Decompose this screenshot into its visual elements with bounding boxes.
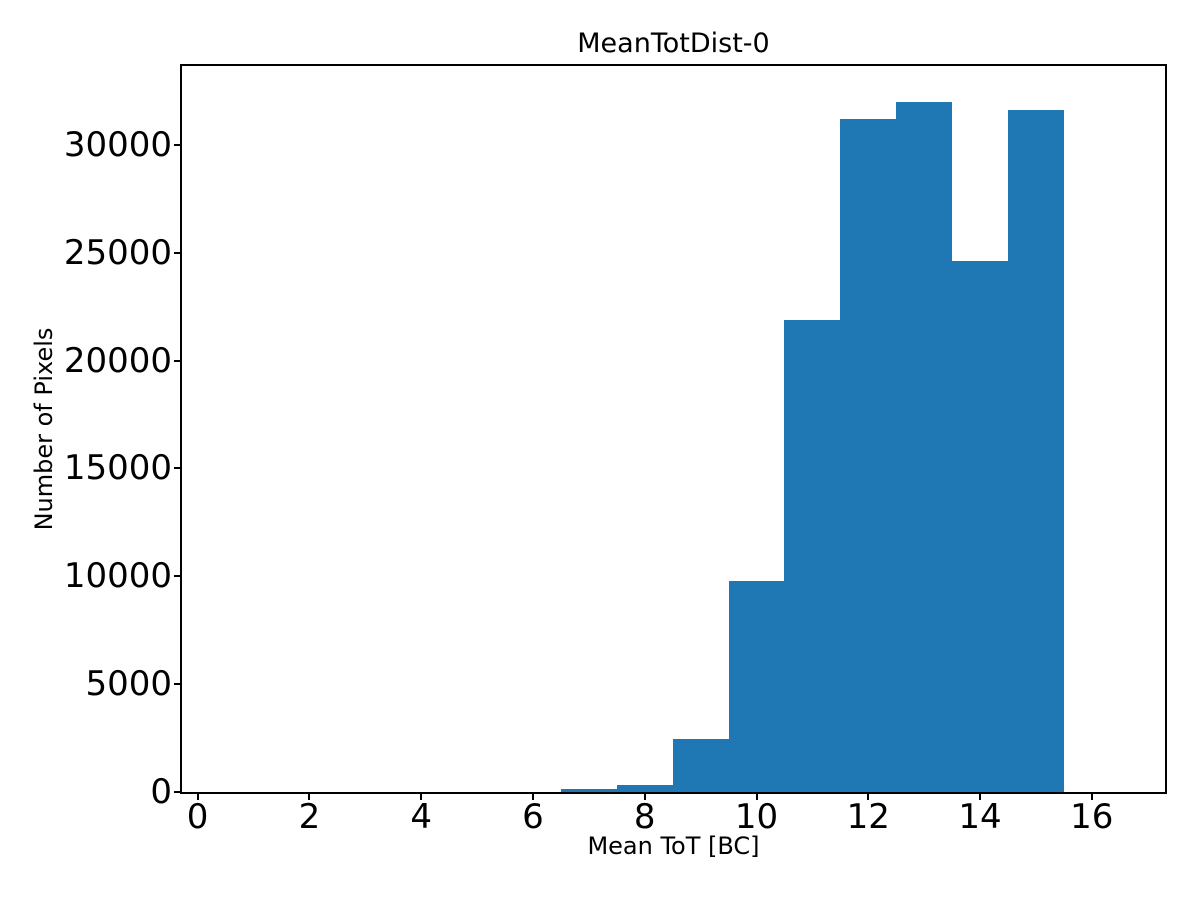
x-tick-mark (532, 794, 534, 800)
histogram-bar (672, 739, 729, 792)
x-tick-label: 8 (633, 797, 656, 837)
histogram-bar (840, 118, 897, 792)
x-tick-label: 10 (734, 797, 779, 837)
histogram-bar (728, 580, 785, 792)
y-tick-label: 25000 (63, 232, 172, 273)
x-tick-label: 2 (298, 797, 321, 837)
histogram-bar (560, 789, 617, 792)
y-tick-mark (174, 791, 180, 793)
y-tick-label: 10000 (63, 556, 172, 597)
y-tick-mark (174, 359, 180, 362)
x-tick-label: 0 (186, 797, 209, 837)
y-tick-mark (174, 467, 180, 470)
y-tick-label: 0 (150, 772, 172, 812)
x-tick-label: 6 (522, 797, 544, 837)
histogram-bar (1008, 110, 1064, 792)
y-axis-label: Number of Pixels (30, 327, 58, 531)
x-tick-mark (308, 794, 311, 800)
x-axis-label: Mean ToT [BC] (587, 832, 760, 860)
y-tick-label: 5000 (85, 664, 172, 705)
x-tick-label: 14 (958, 797, 1002, 837)
histogram-bar (616, 785, 673, 792)
x-tick-mark (755, 794, 758, 800)
plot-area (180, 64, 1167, 794)
y-tick-label: 20000 (63, 340, 172, 381)
x-tick-mark (196, 794, 199, 800)
histogram-bar (896, 101, 953, 792)
x-tick-label: 4 (410, 797, 433, 837)
x-tick-mark (979, 794, 981, 800)
y-tick-label: 30000 (63, 124, 172, 165)
histogram-bar (952, 261, 1008, 792)
x-tick-label: 12 (846, 797, 890, 837)
y-tick-mark (174, 683, 180, 686)
histogram-bar (784, 319, 841, 792)
x-tick-mark (1090, 794, 1093, 800)
y-tick-mark (174, 251, 180, 254)
x-tick-label: 16 (1070, 797, 1114, 837)
x-tick-mark (643, 794, 646, 800)
y-tick-label: 15000 (63, 448, 172, 489)
y-tick-mark (174, 143, 180, 146)
x-tick-mark (867, 794, 870, 800)
x-tick-mark (420, 794, 423, 800)
y-tick-mark (174, 575, 180, 578)
chart-title: MeanTotDist-0 (577, 28, 770, 59)
